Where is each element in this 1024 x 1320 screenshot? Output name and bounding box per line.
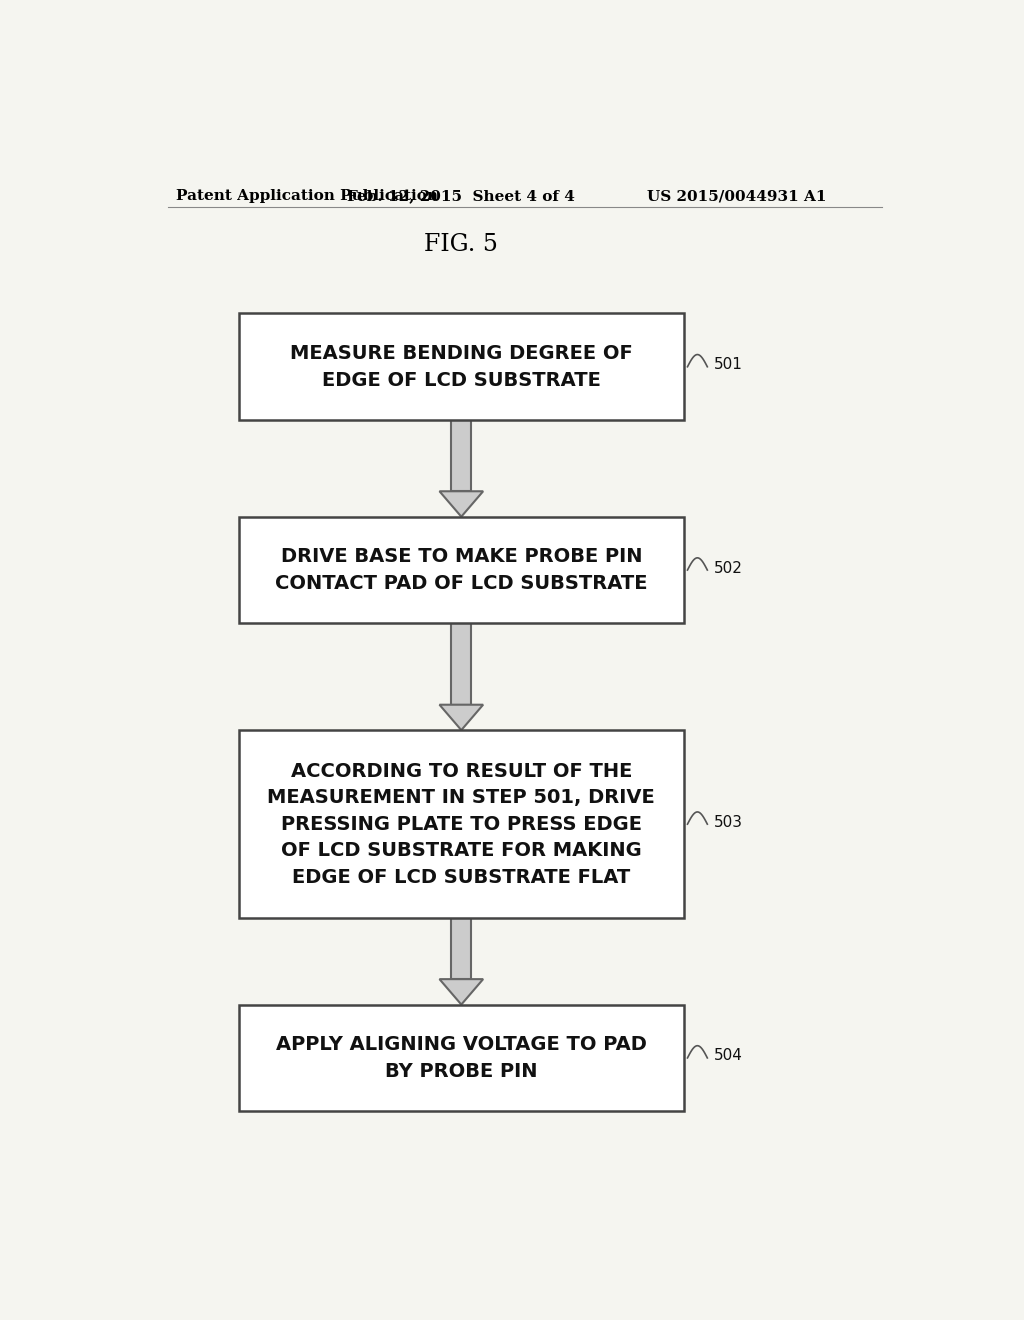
Text: US 2015/0044931 A1: US 2015/0044931 A1: [647, 189, 826, 203]
Text: MEASURE BENDING DEGREE OF
EDGE OF LCD SUBSTRATE: MEASURE BENDING DEGREE OF EDGE OF LCD SU…: [290, 345, 633, 389]
Bar: [452, 623, 471, 705]
Bar: [452, 919, 471, 979]
Text: 504: 504: [714, 1048, 742, 1064]
Text: 501: 501: [714, 358, 742, 372]
Text: 503: 503: [714, 814, 742, 829]
Text: 502: 502: [714, 561, 742, 576]
Bar: [239, 313, 684, 420]
Text: DRIVE BASE TO MAKE PROBE PIN
CONTACT PAD OF LCD SUBSTRATE: DRIVE BASE TO MAKE PROBE PIN CONTACT PAD…: [275, 548, 647, 593]
Text: ACCORDING TO RESULT OF THE
MEASUREMENT IN STEP 501, DRIVE
PRESSING PLATE TO PRES: ACCORDING TO RESULT OF THE MEASUREMENT I…: [267, 762, 655, 887]
Polygon shape: [439, 705, 483, 730]
Text: Patent Application Publication: Patent Application Publication: [176, 189, 437, 203]
Text: Feb. 12, 2015  Sheet 4 of 4: Feb. 12, 2015 Sheet 4 of 4: [347, 189, 575, 203]
Bar: [239, 516, 684, 623]
Polygon shape: [439, 491, 483, 516]
Text: FIG. 5: FIG. 5: [424, 234, 499, 256]
Text: APPLY ALIGNING VOLTAGE TO PAD
BY PROBE PIN: APPLY ALIGNING VOLTAGE TO PAD BY PROBE P…: [275, 1035, 647, 1081]
Bar: [239, 1005, 684, 1111]
Polygon shape: [439, 979, 483, 1005]
Bar: [452, 420, 471, 491]
Bar: [239, 730, 684, 919]
